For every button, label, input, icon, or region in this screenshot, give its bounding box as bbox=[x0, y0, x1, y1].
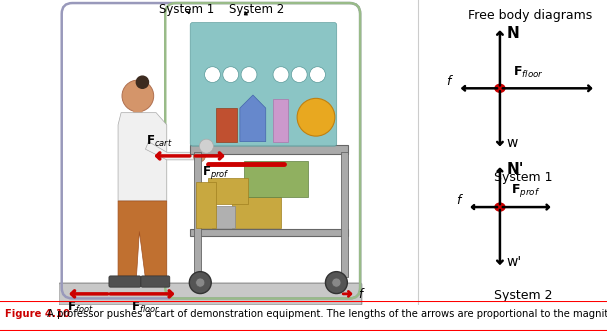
Circle shape bbox=[137, 76, 149, 88]
Bar bbox=[195, 182, 215, 228]
Text: $f$: $f$ bbox=[358, 287, 365, 301]
Text: System 2: System 2 bbox=[493, 289, 552, 302]
Circle shape bbox=[122, 80, 154, 112]
Text: $\mathbf{F}_{prof}$: $\mathbf{F}_{prof}$ bbox=[202, 164, 229, 181]
Bar bbox=[212, 206, 236, 228]
Circle shape bbox=[495, 84, 505, 92]
Circle shape bbox=[223, 67, 239, 82]
FancyBboxPatch shape bbox=[141, 276, 170, 287]
Circle shape bbox=[195, 278, 205, 287]
Bar bbox=[189, 229, 348, 236]
Circle shape bbox=[325, 272, 347, 294]
Polygon shape bbox=[118, 201, 167, 279]
Circle shape bbox=[189, 272, 211, 294]
Text: $\mathbf{F}_{foot}$: $\mathbf{F}_{foot}$ bbox=[67, 300, 93, 315]
Text: $\mathbf{F}_{cart}$: $\mathbf{F}_{cart}$ bbox=[146, 134, 172, 149]
Circle shape bbox=[273, 67, 289, 82]
Polygon shape bbox=[118, 113, 167, 201]
Bar bbox=[273, 99, 288, 142]
Circle shape bbox=[310, 67, 325, 82]
FancyBboxPatch shape bbox=[59, 283, 362, 305]
Text: N': N' bbox=[507, 163, 524, 177]
Text: Figure 4.10: Figure 4.10 bbox=[5, 308, 70, 319]
Text: N: N bbox=[507, 26, 520, 41]
Text: f: f bbox=[456, 194, 461, 207]
Text: Free body diagrams: Free body diagrams bbox=[469, 9, 592, 22]
Text: $\mathbf{F}_{prof}$: $\mathbf{F}_{prof}$ bbox=[511, 182, 541, 200]
FancyBboxPatch shape bbox=[109, 276, 141, 287]
Bar bbox=[215, 108, 237, 142]
Polygon shape bbox=[240, 95, 266, 142]
Circle shape bbox=[332, 278, 341, 287]
Circle shape bbox=[291, 67, 307, 82]
FancyBboxPatch shape bbox=[134, 104, 143, 115]
Circle shape bbox=[193, 150, 205, 162]
Bar bbox=[194, 152, 201, 277]
Text: w: w bbox=[507, 136, 518, 150]
FancyBboxPatch shape bbox=[190, 23, 337, 146]
Bar bbox=[341, 152, 348, 277]
Polygon shape bbox=[146, 142, 198, 160]
Circle shape bbox=[297, 98, 335, 136]
Text: f: f bbox=[447, 75, 451, 88]
Text: $\mathbf{F}_{floor}$: $\mathbf{F}_{floor}$ bbox=[514, 65, 544, 80]
Circle shape bbox=[241, 67, 257, 82]
Bar bbox=[208, 178, 248, 204]
Bar bbox=[245, 161, 308, 197]
Text: w': w' bbox=[507, 255, 522, 269]
Bar bbox=[232, 197, 281, 228]
Bar bbox=[189, 145, 348, 154]
Circle shape bbox=[199, 139, 214, 153]
Circle shape bbox=[205, 67, 220, 82]
Text: System 1: System 1 bbox=[493, 170, 552, 183]
Text: System 2: System 2 bbox=[229, 3, 284, 16]
Circle shape bbox=[495, 203, 505, 211]
Text: A professor pushes a cart of demonstration equipment. The lengths of the arrows : A professor pushes a cart of demonstrati… bbox=[44, 308, 607, 319]
Text: System 1: System 1 bbox=[159, 3, 214, 16]
Text: $\mathbf{F}_{floor}$: $\mathbf{F}_{floor}$ bbox=[131, 300, 160, 315]
